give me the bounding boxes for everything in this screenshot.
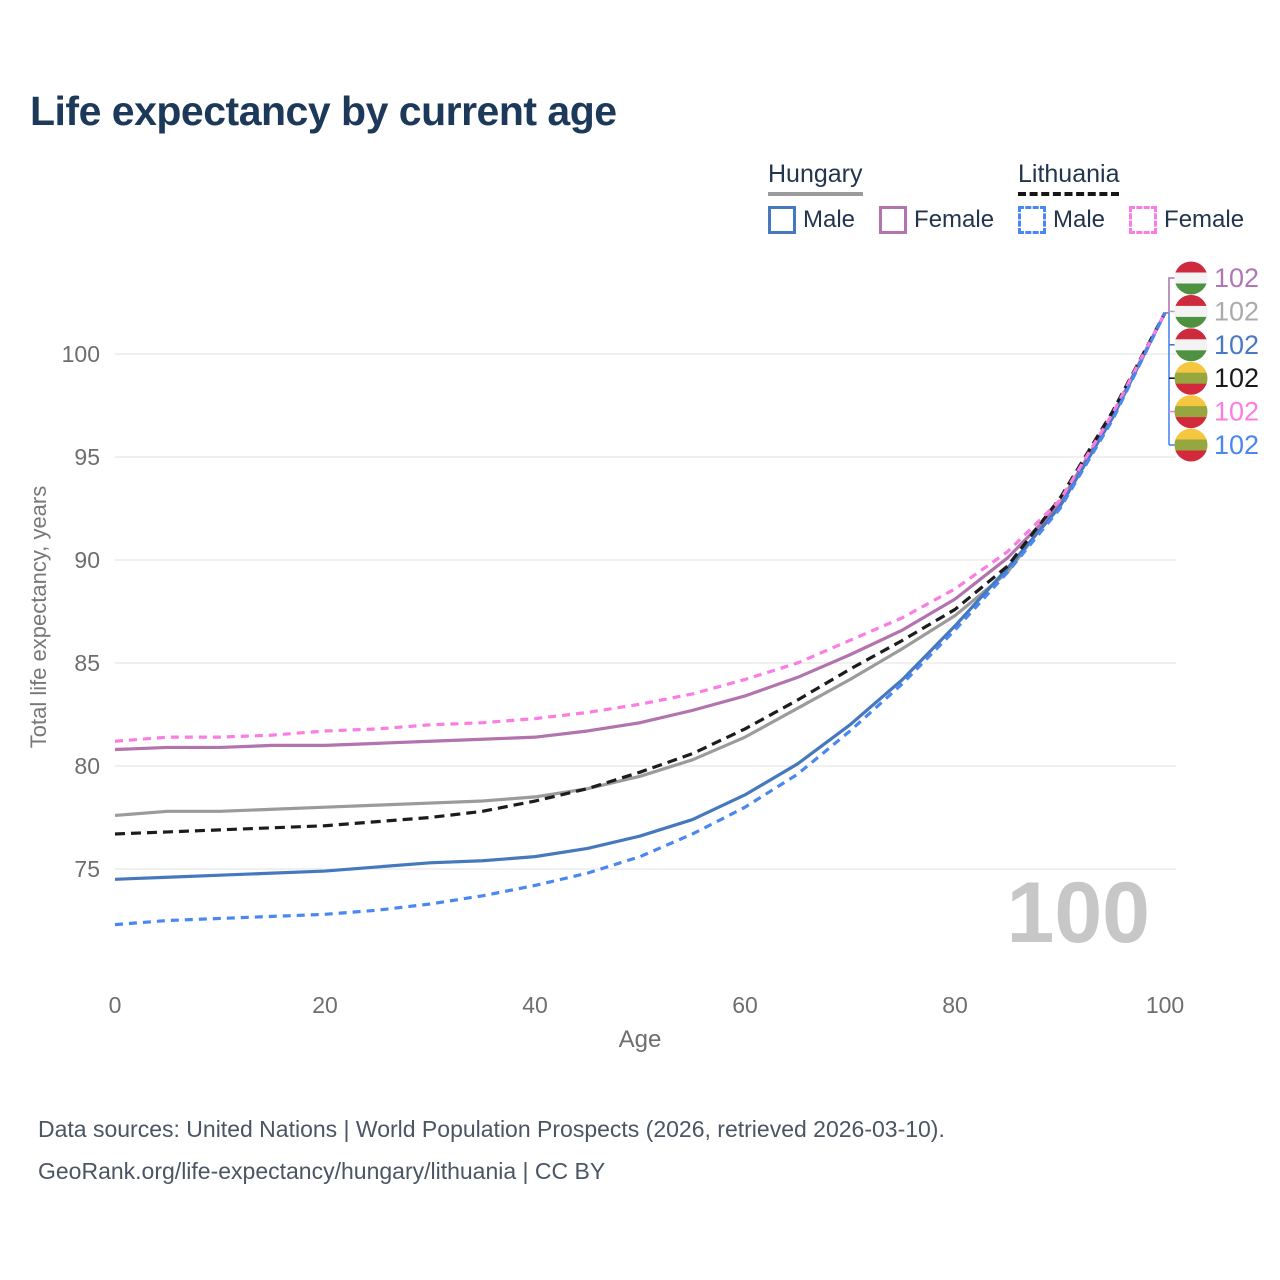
- x-tick-label: 80: [942, 992, 968, 1018]
- x-axis-title: Age: [619, 1026, 662, 1053]
- legend-label-hungary-male: Male: [803, 206, 856, 233]
- series-lithuania-total[interactable]: [114, 312, 1167, 836]
- legend-label-lithuania-female: Female: [1164, 206, 1245, 233]
- legend-item-hungary-male[interactable]: Male: [768, 206, 855, 234]
- end-value-label-hungary-female: 102: [1214, 263, 1259, 293]
- flag-lithuania-icon: [1174, 428, 1208, 462]
- chart-legend: Hungary Male Female Lithuania Male: [0, 160, 1280, 240]
- footer-url-line: GeoRank.org/life-expectancy/hungary/lith…: [38, 1158, 606, 1184]
- series-hungary-male[interactable]: [114, 312, 1167, 881]
- x-tick-label: 40: [522, 992, 548, 1018]
- hungary-male-swatch-icon: [768, 206, 796, 234]
- legend-items-lithuania: Male Female: [1018, 206, 1268, 234]
- y-tick-label: 95: [74, 444, 100, 470]
- lithuania-male-swatch-icon: [1018, 206, 1046, 234]
- legend-country-hungary: Hungary: [768, 160, 863, 196]
- legend-item-hungary-female[interactable]: Female: [879, 206, 994, 234]
- legend-item-lithuania-female[interactable]: Female: [1129, 206, 1244, 234]
- leader-line-top: [1165, 277, 1177, 314]
- page-title: Life expectancy by current age: [30, 88, 617, 134]
- end-value-label-hungary-total: 102: [1214, 296, 1259, 326]
- y-tick-label: 75: [74, 856, 100, 882]
- flag-hungary-icon: [1174, 261, 1208, 295]
- flag-lithuania-icon: [1174, 361, 1208, 395]
- end-value-label-lithuania-female: 102: [1214, 397, 1259, 427]
- y-tick-label: 85: [74, 650, 100, 676]
- flag-hungary-icon: [1174, 294, 1208, 328]
- legend-group-lithuania: Lithuania Male Female: [1018, 160, 1268, 234]
- series-hungary-female[interactable]: [114, 312, 1167, 752]
- legend-items-hungary: Male Female: [768, 206, 1018, 234]
- end-value-label-lithuania-total: 102: [1214, 363, 1259, 393]
- legend-group-hungary: Hungary Male Female: [768, 160, 1018, 234]
- y-tick-label: 100: [62, 341, 100, 367]
- end-value-label-lithuania-male: 102: [1214, 430, 1259, 460]
- age-watermark: 100: [1007, 865, 1151, 961]
- y-axis-title: Total life expectancy, years: [26, 486, 51, 749]
- legend-item-lithuania-male[interactable]: Male: [1018, 206, 1105, 234]
- flag-hungary-icon: [1174, 328, 1208, 362]
- footer-source-line: Data sources: United Nations | World Pop…: [38, 1116, 945, 1142]
- flag-lithuania-icon: [1174, 395, 1208, 429]
- legend-country-lithuania: Lithuania: [1018, 160, 1120, 196]
- lithuania-female-swatch-icon: [1129, 206, 1158, 234]
- series-hungary-total[interactable]: [114, 312, 1167, 818]
- y-tick-label: 80: [74, 753, 100, 779]
- x-tick-label: 0: [109, 992, 122, 1018]
- x-tick-label: 100: [1146, 992, 1184, 1018]
- x-tick-label: 20: [312, 992, 338, 1018]
- footer: Data sources: United Nations | World Pop…: [38, 1108, 945, 1192]
- legend-label-hungary-female: Female: [914, 206, 995, 233]
- x-tick-label: 60: [732, 992, 758, 1018]
- y-tick-label: 90: [74, 547, 100, 573]
- legend-label-lithuania-male: Male: [1053, 206, 1106, 233]
- hungary-female-swatch-icon: [879, 206, 908, 234]
- end-value-label-hungary-male: 102: [1214, 330, 1259, 360]
- series-lithuania-female[interactable]: [114, 312, 1167, 743]
- series-lithuania-male[interactable]: [114, 312, 1167, 927]
